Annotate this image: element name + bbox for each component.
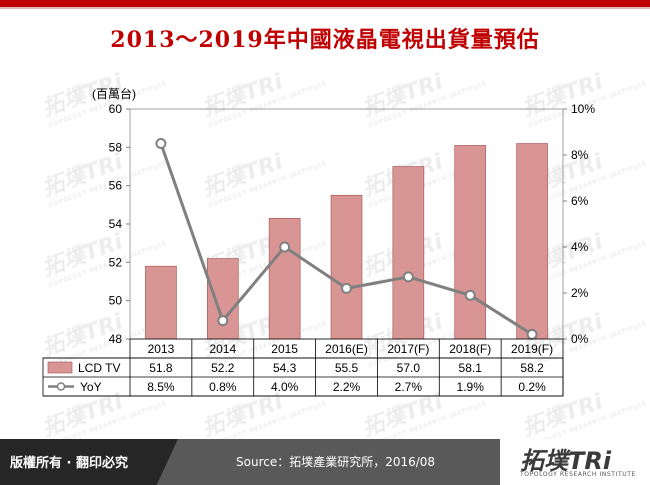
yoy-value-label: 4.0% [271, 380, 299, 394]
yoy-point [341, 282, 352, 294]
bar-value-label: 58.1 [459, 361, 483, 375]
footer: 版權所有 · 翻印必究 Source：拓墣產業研究所，2016/08 拓墣TRi… [0, 439, 650, 485]
footer-copyright-panel [0, 439, 178, 485]
bar-value-label: 58.2 [520, 361, 544, 375]
yoy-value-label: 0.2% [518, 380, 546, 394]
top-accent-bar [0, 0, 650, 7]
right-axis-tick-label: 4% [571, 240, 589, 254]
yoy-point [217, 315, 229, 327]
bar-value-label: 57.0 [397, 361, 421, 375]
bar [392, 166, 425, 340]
logo-panel [500, 439, 650, 485]
bar-value-label: 52.2 [211, 361, 235, 375]
left-axis-tick-label: 52 [109, 255, 123, 269]
bar [268, 217, 301, 340]
category-label: 2015 [271, 342, 298, 356]
yoy-value-label: 1.9% [457, 380, 485, 394]
left-axis-tick-label: 58 [109, 140, 123, 154]
yoy-point [464, 289, 476, 301]
category-label: 2018(F) [449, 342, 491, 356]
left-axis-tick-label: 56 [109, 179, 123, 193]
bar [145, 265, 177, 340]
yoy-point [402, 271, 414, 283]
bar-value-label: 51.8 [149, 361, 173, 375]
yoy-point [526, 328, 538, 340]
bar-value-label: 55.5 [335, 361, 359, 375]
right-axis-tick-label: 8% [571, 148, 589, 162]
left-axis-tick-label: 50 [109, 294, 123, 308]
bar [454, 145, 487, 340]
tri-logo-subtitle: TOPOLOGY RESEARCH INSTITUTE [520, 471, 636, 478]
source-text: Source：拓墣產業研究所，2016/08 [236, 455, 436, 469]
top-accent-line [0, 7, 650, 9]
bar [516, 143, 548, 340]
chart: 48 50 52 54 56 58 60(百萬台) 0% 2% 4% 6% 8% 10% 2013 2014… [42, 86, 595, 397]
left-axis-tick-label: 48 [109, 332, 123, 346]
tri-logo: 拓墣TRi [520, 447, 612, 475]
yoy-point [279, 241, 291, 253]
right-axis-tick-label: 2% [571, 286, 589, 300]
legend-bar-label: LCD TV [78, 361, 120, 375]
yoy-value-label: 8.5% [147, 380, 175, 394]
page-title: 2013～2019年中國液晶電視出貨量預估 [110, 27, 540, 53]
category-label: 2017(F) [387, 342, 429, 356]
legend-line-marker [56, 382, 66, 391]
right-axis-tick-label: 0% [571, 332, 589, 346]
copyright-text: 版權所有 · 翻印必究 [10, 456, 128, 471]
right-axis-tick-label: 6% [571, 194, 589, 208]
left-axis-tick-label: 54 [109, 217, 123, 231]
yoy-value-label: 2.7% [395, 380, 423, 394]
legend-bar-key [47, 361, 73, 374]
right-axis-tick-label: 10% [571, 102, 595, 116]
yoy-point [155, 138, 167, 149]
bar [330, 194, 363, 340]
bar-value-label: 54.3 [273, 361, 297, 375]
category-label: 2013 [148, 342, 175, 356]
left-axis-tick-label: 60 [109, 102, 123, 116]
category-label: 2014 [209, 342, 236, 356]
yoy-value-label: 0.8% [209, 380, 237, 394]
category-label: 2016(E) [325, 342, 368, 356]
bar [206, 258, 239, 340]
yoy-value-label: 2.2% [333, 380, 361, 394]
category-label: 2019(F) [511, 342, 553, 356]
left-axis-unit-label: (百萬台) [92, 86, 136, 101]
legend-line-label: YoY [80, 380, 102, 394]
